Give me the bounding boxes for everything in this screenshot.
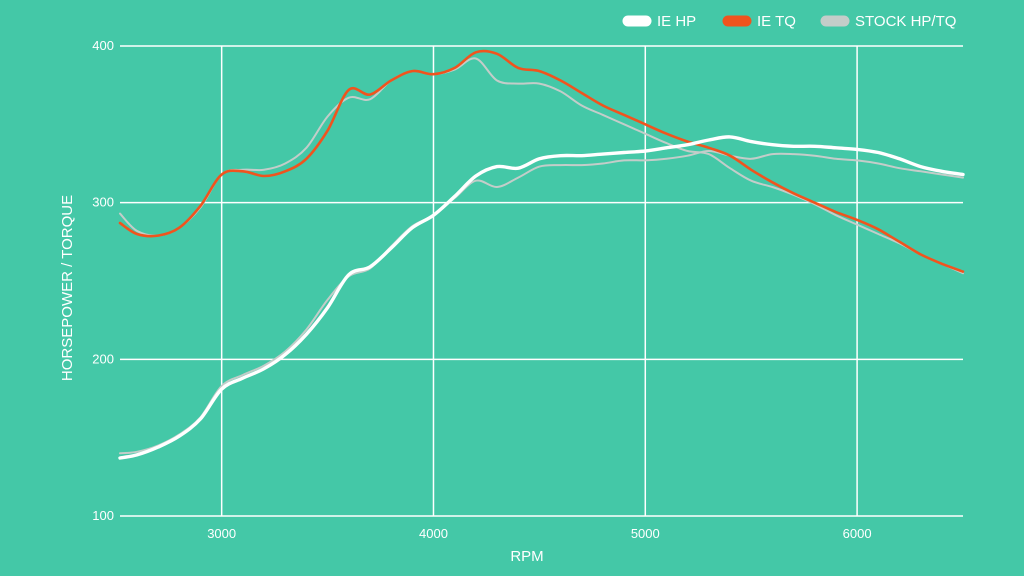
series-line-ie-hp xyxy=(118,135,965,460)
series-line-ie-tq xyxy=(118,49,965,273)
tick-layer: 100 200 300 400 3000 4000 5000 6000 xyxy=(92,38,871,541)
legend-label: STOCK HP/TQ xyxy=(855,13,956,30)
legend-label: IE HP xyxy=(657,13,696,30)
y-tick-label: 200 xyxy=(92,351,114,366)
x-tick-label: 5000 xyxy=(631,526,660,541)
x-tick-label: 4000 xyxy=(419,526,448,541)
x-tick-label: 6000 xyxy=(843,526,872,541)
y-axis-title: HORSEPOWER / TORQUE xyxy=(59,195,76,381)
x-axis-title: RPM xyxy=(510,548,543,565)
y-tick-label: 400 xyxy=(92,38,114,53)
y-tick-label: 100 xyxy=(92,508,114,523)
legend: IE HP IE TQ STOCK HP/TQ xyxy=(622,13,956,30)
series-layer xyxy=(118,49,965,460)
x-tick-label: 3000 xyxy=(207,526,236,541)
series-line-stock-hp xyxy=(119,150,964,455)
grid-layer xyxy=(120,45,963,517)
legend-label: IE TQ xyxy=(757,13,796,30)
series-line-stock-tq xyxy=(119,57,964,275)
y-tick-label: 300 xyxy=(92,195,114,210)
